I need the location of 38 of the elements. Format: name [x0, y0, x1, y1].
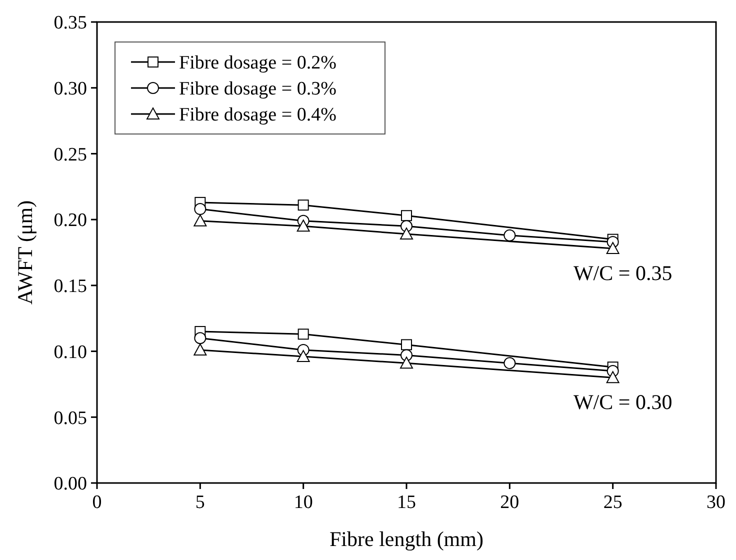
point — [296, 350, 310, 362]
x-tick-label: 30 — [706, 492, 726, 513]
y-tick-label: 0.30 — [54, 78, 87, 100]
point — [606, 371, 620, 384]
x-tick-label: 10 — [294, 492, 313, 513]
point — [194, 343, 207, 356]
point — [194, 332, 206, 344]
point — [298, 200, 309, 211]
annotation: W/C = 0.30 — [573, 390, 672, 414]
point — [504, 357, 516, 370]
x-tick-label: 15 — [397, 492, 416, 513]
point — [296, 220, 310, 232]
x-tick-label: 5 — [195, 492, 205, 513]
x-tick-label: 0 — [92, 492, 102, 513]
point — [401, 339, 412, 350]
y-tick-label: 0.35 — [54, 12, 87, 34]
y-tick-label: 0.25 — [54, 144, 87, 166]
x-axis-title: Fibre length (mm) — [330, 527, 484, 551]
point — [194, 203, 206, 216]
x-tick-label: 20 — [500, 492, 520, 513]
point — [401, 210, 412, 222]
legend-label: Fibre dosage = 0.2% — [179, 52, 337, 74]
point — [606, 242, 620, 254]
y-tick-label: 0.00 — [54, 474, 87, 495]
y-tick-label: 0.20 — [54, 210, 87, 232]
point — [298, 328, 309, 340]
point — [400, 356, 413, 369]
y-tick-label: 0.05 — [54, 408, 87, 429]
point — [504, 229, 516, 242]
point — [194, 214, 207, 226]
legend-label: Fibre dosage = 0.3% — [179, 78, 337, 100]
annotation: W/C = 0.35 — [573, 260, 672, 285]
y-axis-title: AWFT (μm) — [13, 200, 37, 305]
point — [400, 228, 413, 240]
legend-label: Fibre dosage = 0.4% — [179, 104, 337, 126]
y-tick-label: 0.10 — [54, 342, 87, 363]
x-tick-label: 25 — [603, 492, 622, 513]
y-tick-label: 0.15 — [54, 276, 87, 298]
